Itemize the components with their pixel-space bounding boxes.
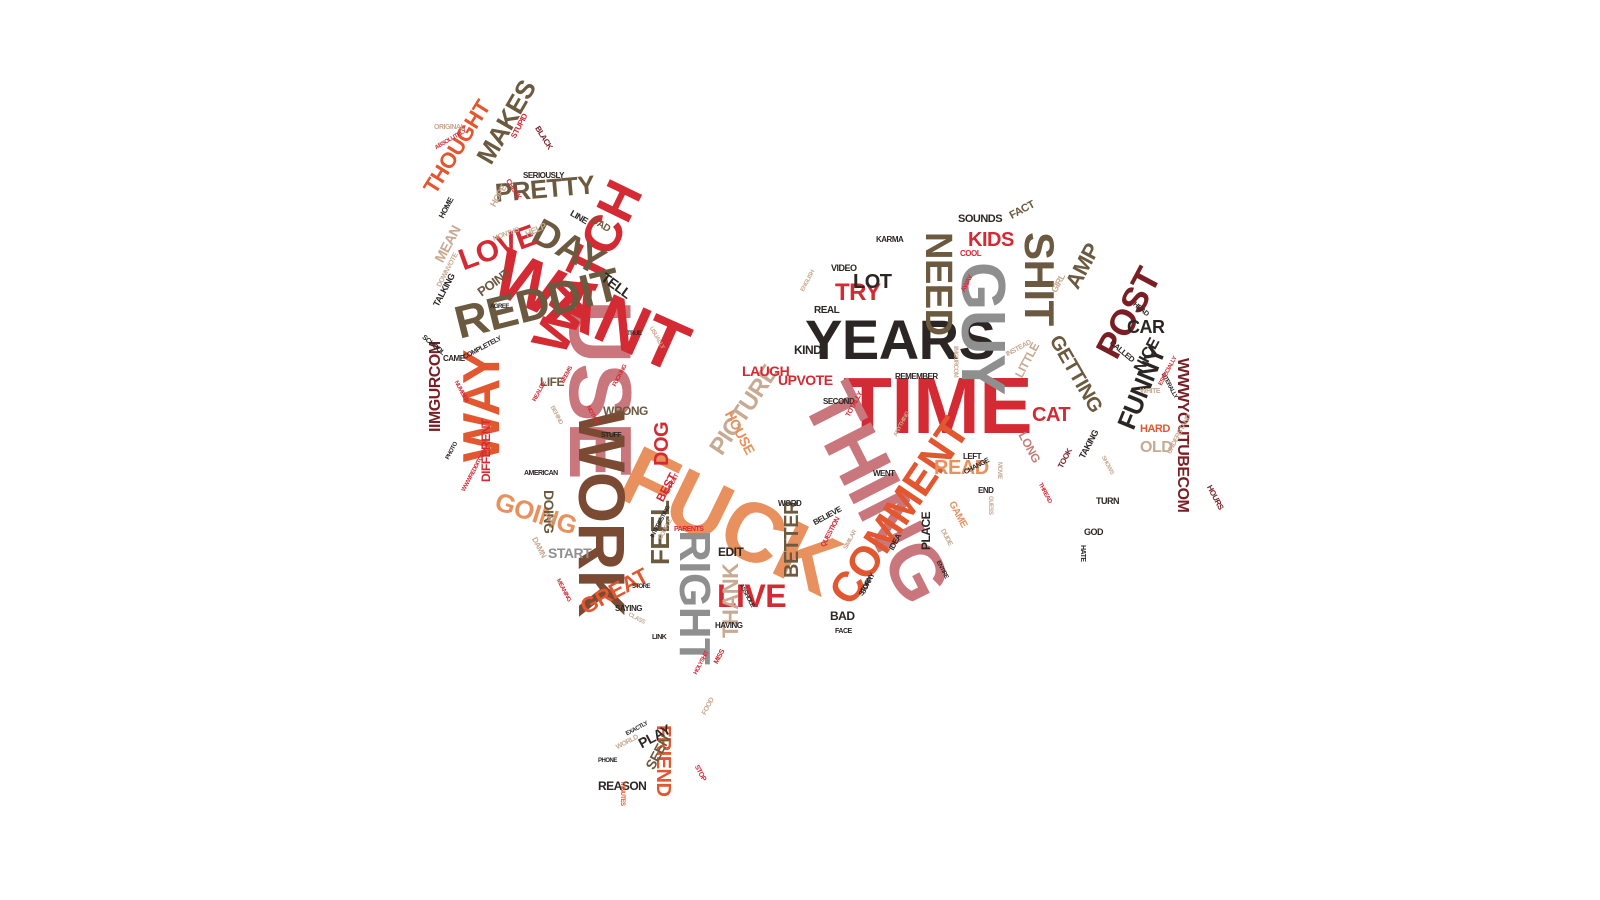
word: UPVOTE [778,372,833,388]
word: SOUNDS [958,213,1003,225]
word: DOG [651,421,673,466]
word: TURN [1096,496,1120,506]
word: WENT [873,469,895,478]
word: CAT [1032,404,1071,426]
word: AMERICAN [524,470,558,477]
word: FACT [1007,198,1037,222]
word: GAME [946,499,970,530]
word: HOURS [1204,483,1226,512]
word: FACE [835,628,852,635]
word: CAR [1127,317,1165,337]
word: SHOWS [1099,455,1115,476]
word: KARMA [876,235,904,244]
word: TRY [835,279,881,306]
word: SAYING [615,604,642,613]
word: WORD [778,499,802,508]
word: CAME [443,354,465,363]
word: HATE [1079,545,1086,562]
word: MINUTES [619,782,625,806]
word: SECOND [823,397,855,406]
word: GUY [948,262,1017,395]
word: STUFF [601,432,622,439]
word: KIDS [968,229,1014,251]
word: COOL [960,249,982,258]
word: DAMN [529,535,549,560]
word: HARD [1140,423,1170,435]
word: BAD [830,609,855,623]
word: TAKING [1077,428,1101,461]
word: YEARS [805,308,996,371]
word: LIVE [717,578,787,614]
word: BLACK [533,124,555,151]
word: HOME [437,196,456,220]
word: NEED [917,232,959,336]
word: START [548,545,592,561]
word: EDIT [718,545,744,559]
word: REAL [814,305,840,316]
word: WHITE [1140,388,1161,395]
word: PARENTS [674,526,704,533]
word: SERIOUSLY [523,171,565,180]
word: KIND [794,343,822,357]
word: ORIGINAL [434,124,465,131]
word: OLD [1140,439,1173,456]
word: REASON [598,779,647,793]
word: TRUE [627,331,642,337]
word: FOOD [701,696,716,717]
word: END [978,486,994,495]
word: STORE [632,584,651,590]
word: LOT [853,271,892,293]
word: THREAD [1036,482,1053,505]
word: LAUGH [742,363,790,379]
word: LIFE [540,375,565,389]
word: STOP [692,764,707,783]
word: PHONE [598,758,617,764]
word: AMP [1060,239,1105,293]
word: BETTER [781,501,803,578]
word: MOVIE [996,462,1002,479]
word: TOOK [1056,447,1074,470]
word: HAVING [715,621,743,630]
word: LEFT [963,452,982,461]
word: IIMGURCOM [952,346,958,378]
word: PLACE [919,511,933,550]
word: WRONG [603,404,648,418]
word: VIDEO [831,263,857,273]
word: REMEMBER [895,372,938,381]
word: READ [934,457,989,479]
word: TIME [843,361,1033,450]
word: GOD [1084,527,1104,537]
word: RIGHT [670,530,719,665]
word: LINK [652,634,667,641]
word: ENGLISH [800,269,817,293]
word: AGREE [490,304,509,310]
word: GUESS [987,496,993,515]
word: REALIZE [532,380,548,403]
